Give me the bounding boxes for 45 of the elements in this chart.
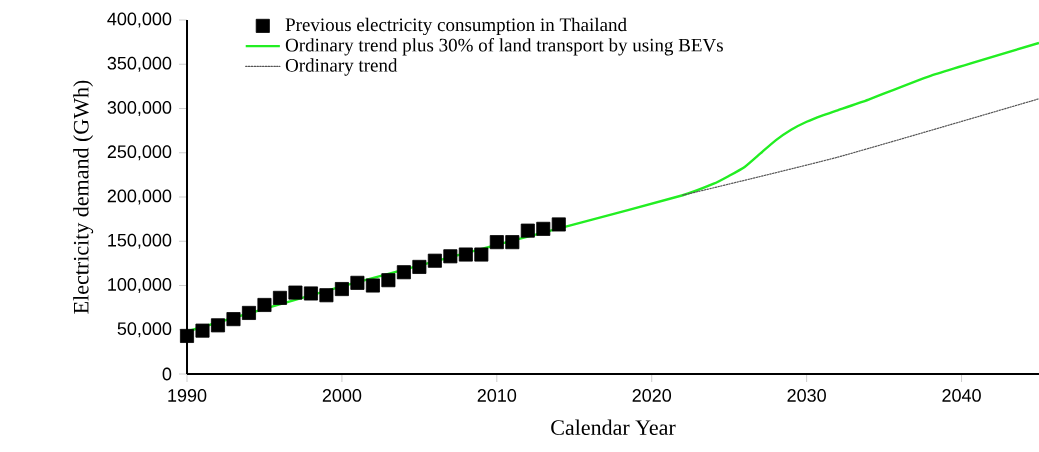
point	[195, 323, 210, 338]
point	[334, 282, 349, 297]
point	[381, 273, 396, 288]
point	[396, 265, 411, 280]
point	[536, 221, 551, 236]
x-tick-label: 2000	[322, 389, 362, 402]
point	[365, 278, 380, 293]
point	[520, 223, 535, 238]
point	[241, 305, 256, 320]
point	[272, 290, 287, 305]
x-tick-label: 1990	[168, 389, 207, 402]
y-tick-label: 150,000	[108, 233, 172, 249]
point	[210, 318, 225, 333]
point	[474, 247, 489, 262]
point	[180, 328, 194, 343]
y-axis-title: Electricity demand (GWh)	[73, 80, 94, 314]
point	[412, 259, 427, 274]
point	[551, 217, 566, 232]
point	[226, 312, 241, 327]
y-tick-label: 0	[162, 367, 172, 381]
x-axis-title: Calendar Year	[551, 419, 676, 436]
point	[303, 286, 318, 301]
legend-label: Ordinary trend plus 30% of land transport by using BEVs	[285, 37, 723, 56]
point	[489, 235, 504, 250]
y-tick-label: 300,000	[107, 101, 172, 116]
point	[319, 288, 334, 303]
point	[257, 297, 272, 312]
x-tick-label: 2040	[942, 389, 981, 402]
y-tick-label: 100,000	[108, 278, 172, 293]
point	[288, 285, 303, 300]
y-tick-label: 400,000	[107, 12, 172, 28]
point	[458, 247, 473, 262]
x-tick-label: 2010	[477, 389, 517, 402]
legend-label: Previous electricity consumption in Thailand	[285, 17, 627, 36]
point	[427, 253, 442, 268]
y-tick-label: 350,000	[107, 56, 172, 72]
y-tick-label: 250,000	[107, 145, 172, 161]
point	[505, 235, 520, 250]
point	[350, 275, 365, 290]
y-tick-label: 50,000	[117, 322, 172, 338]
x-tick-label: 2030	[787, 389, 826, 402]
legend-label: Ordinary trend	[285, 58, 398, 76]
x-tick-label: 2020	[632, 389, 672, 402]
y-tick-label: 200,000	[107, 189, 172, 205]
point	[443, 249, 458, 264]
